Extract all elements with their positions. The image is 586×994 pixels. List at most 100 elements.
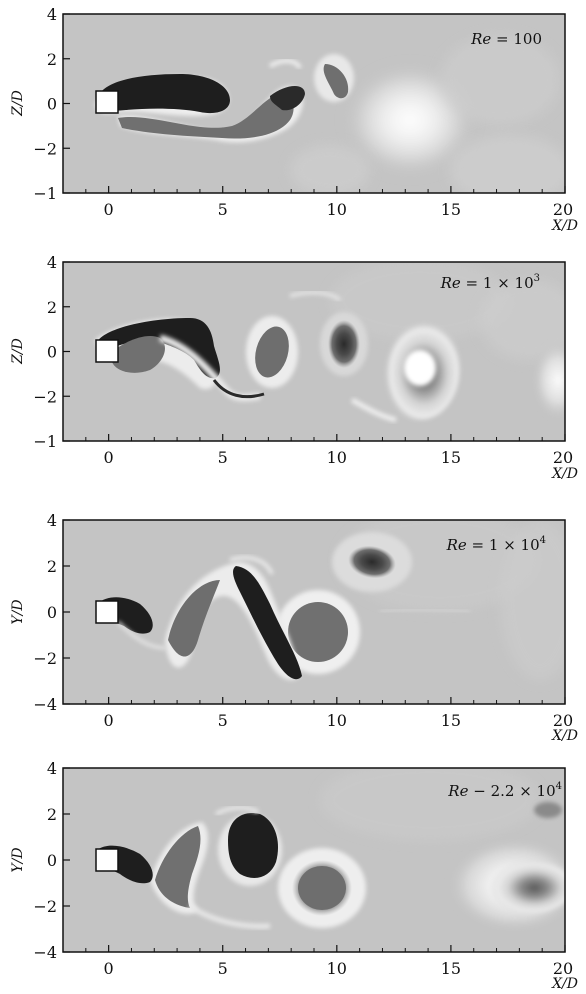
panel-1-vortex-dark-upper [97,74,230,114]
panel-3-shear-layer [116,620,167,650]
panel-1-vortex-mid [323,64,349,99]
panel-4-y-axis-label: Y/D [10,847,26,872]
y-tick-label: 4 [47,253,57,272]
x-tick-label: 10 [327,711,347,730]
y-tick-label: 2 [47,298,57,317]
y-tick-label: 2 [47,557,57,576]
panel-2-field-glow [532,340,565,420]
panel-1-vortex-dark-tail [270,85,305,111]
x-tick-label: 5 [218,959,228,978]
y-tick-label: −2 [33,649,57,668]
y-tick-label: −4 [33,695,57,714]
x-tick-label: 0 [104,448,114,467]
panel-2-field-glow [404,350,436,386]
y-tick-label: 0 [47,95,57,114]
panel-1-field-shade [450,135,565,193]
panel-2-vortex-mid-lower [112,335,165,373]
x-tick-label: 0 [104,711,114,730]
x-tick-label: 10 [327,959,347,978]
panel-4-field [97,768,565,933]
panel-4-annotation: Re − 2.2 × 104 [447,781,562,800]
x-tick-label: 5 [218,711,228,730]
panel-3-field [97,520,565,681]
panel-3-field-shade [500,520,565,680]
x-tick-label: 15 [441,448,461,467]
panel-4-vortex-mid [298,866,346,910]
panel-3-vortex-dark-shear [233,566,302,680]
panel-3-y-axis-label: Y/D [10,599,26,624]
panel-3-obstacle [95,600,119,624]
y-tick-label: 0 [47,603,57,622]
x-tick-label: 15 [441,711,461,730]
panel-1-field-shade [440,35,560,125]
panel-4-obstacle [95,848,119,872]
panel-2-shear-layer [289,290,342,302]
y-tick-label: −1 [33,432,57,451]
panel-2-annotation: Re = 1 × 103 [440,273,540,292]
panel-4-vortex-dark-tail [534,802,562,818]
y-tick-label: 4 [47,5,57,24]
y-tick-label: 2 [47,50,57,69]
x-tick-label: 20 [553,959,573,978]
x-tick-label: 10 [327,448,347,467]
y-tick-label: 4 [47,511,57,530]
panel-4-x-axis-label: X/D [551,976,578,992]
panel-3-vortex-mid-shear [168,580,220,657]
panel-4-field-shade [320,768,540,840]
x-tick-label: 20 [553,711,573,730]
x-tick-label: 0 [104,200,114,219]
panel-3-vortex-mid [288,602,348,662]
panel-1-annotation: Re = 100 [470,30,542,48]
panel-4-shear-layer [215,805,260,816]
panel-2-obstacle [95,339,119,363]
y-tick-label: 2 [47,805,57,824]
x-tick-label: 20 [553,200,573,219]
panel-1-obstacle [95,90,119,114]
panel-1-y-axis-label: Z/D [10,90,26,117]
panel-4-shear-layer [188,903,271,929]
y-tick-label: 4 [47,759,57,778]
y-tick-label: 0 [47,851,57,870]
panel-2-vortex-dark [328,320,360,368]
panel-2-shear-layer [212,379,265,399]
x-tick-label: 15 [441,200,461,219]
panel-4-field-glow [486,857,565,913]
y-tick-label: 0 [47,343,57,362]
panel-1-wake-streak [269,59,302,70]
panel-1-vortex-mid-lower [118,93,294,139]
panel-3-vortex-dark [348,545,396,579]
y-tick-label: −2 [33,387,57,406]
panel-3-annotation: Re = 1 × 104 [446,535,546,554]
y-tick-label: −2 [33,897,57,916]
x-tick-label: 0 [104,959,114,978]
panel-1-x-axis-label: X/D [551,218,578,234]
panel-1-field [95,35,565,193]
panel-2-shear-layer [350,397,397,423]
panel-2-x-axis-label: X/D [551,466,578,482]
panel-3-shear-layer [229,555,274,575]
panel-1-field-shade [290,145,370,193]
x-tick-label: 5 [218,200,228,219]
panel-3-shear-layer [379,608,471,614]
panel-4-vortex-dark [228,813,279,878]
x-tick-label: 20 [553,448,573,467]
x-tick-label: 10 [327,200,347,219]
x-tick-label: 5 [218,448,228,467]
panel-2-vortex-mid [255,326,289,378]
panel-2-field [95,262,565,423]
panel-2-field-shade [330,262,510,340]
panel-2-field-shade [480,280,565,360]
panel-3-x-axis-label: X/D [551,728,578,744]
y-tick-label: −4 [33,943,57,962]
x-tick-label: 15 [441,959,461,978]
